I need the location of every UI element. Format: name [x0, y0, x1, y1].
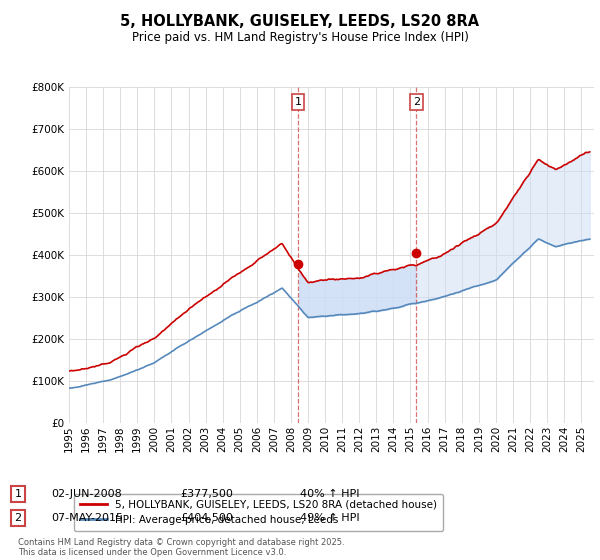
- Text: 5, HOLLYBANK, GUISELEY, LEEDS, LS20 8RA: 5, HOLLYBANK, GUISELEY, LEEDS, LS20 8RA: [121, 14, 479, 29]
- Legend: 5, HOLLYBANK, GUISELEY, LEEDS, LS20 8RA (detached house), HPI: Average price, de: 5, HOLLYBANK, GUISELEY, LEEDS, LS20 8RA …: [74, 493, 443, 531]
- Text: Contains HM Land Registry data © Crown copyright and database right 2025.
This d: Contains HM Land Registry data © Crown c…: [18, 538, 344, 557]
- Text: 40% ↑ HPI: 40% ↑ HPI: [300, 489, 359, 499]
- Text: £377,500: £377,500: [180, 489, 233, 499]
- Text: 2: 2: [413, 97, 420, 107]
- Text: 2: 2: [14, 513, 22, 523]
- Text: £404,500: £404,500: [180, 513, 233, 523]
- Text: 1: 1: [295, 97, 302, 107]
- Text: 02-JUN-2008: 02-JUN-2008: [51, 489, 122, 499]
- Text: Price paid vs. HM Land Registry's House Price Index (HPI): Price paid vs. HM Land Registry's House …: [131, 31, 469, 44]
- Text: 1: 1: [14, 489, 22, 499]
- Text: 49% ↑ HPI: 49% ↑ HPI: [300, 513, 359, 523]
- Text: 07-MAY-2015: 07-MAY-2015: [51, 513, 123, 523]
